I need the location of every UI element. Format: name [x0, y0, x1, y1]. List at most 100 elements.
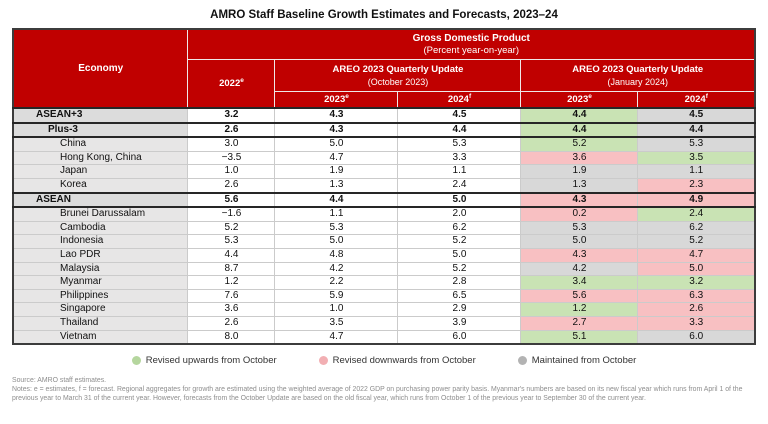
table-header: Economy Gross Domestic Product (Percent … — [12, 28, 756, 109]
table-row: Plus-3 2.6 4.3 4.4 4.4 4.4 — [12, 121, 756, 139]
value-jan-2024: 3.3 — [637, 315, 756, 331]
value-2022: 1.0 — [187, 164, 276, 179]
value-jan-2024: 4.5 — [637, 107, 756, 124]
value-oct-2024: 1.1 — [397, 164, 522, 179]
value-jan-2023: 3.6 — [520, 150, 639, 166]
value-jan-2024: 2.3 — [637, 177, 756, 194]
value-oct-2023: 3.5 — [274, 315, 399, 331]
value-2022: 5.6 — [187, 191, 276, 209]
value-2022: −1.6 — [187, 206, 276, 222]
group-header-january: AREO 2023 Quarterly Update (January 2024… — [520, 58, 756, 92]
value-jan-2024: 4.4 — [637, 121, 756, 139]
value-2022: 3.0 — [187, 136, 276, 152]
value-jan-2023: 5.2 — [520, 136, 639, 152]
value-oct-2024: 2.9 — [397, 302, 522, 317]
value-oct-2024: 2.8 — [397, 275, 522, 290]
value-oct-2023: 5.0 — [274, 234, 399, 249]
economy-cell: Hong Kong, China — [12, 150, 189, 166]
value-oct-2024: 5.0 — [397, 247, 522, 263]
value-2022: 3.6 — [187, 302, 276, 317]
value-2022: 7.6 — [187, 288, 276, 304]
legend-item: Revised downwards from October — [318, 355, 476, 366]
legend-dot-same — [517, 356, 527, 366]
value-jan-2024: 5.0 — [637, 261, 756, 277]
value-jan-2023: 4.4 — [520, 107, 639, 124]
gdp-banner-title: Gross Domestic Product — [412, 32, 530, 44]
value-oct-2023: 1.0 — [274, 302, 399, 317]
value-oct-2024: 5.2 — [397, 234, 522, 249]
value-oct-2024: 4.5 — [397, 107, 522, 124]
legend-item: Maintained from October — [517, 355, 636, 366]
value-oct-2024: 5.2 — [397, 261, 522, 277]
value-oct-2024: 5.0 — [397, 191, 522, 209]
legend-dot-up — [131, 356, 141, 366]
value-2022: 4.4 — [187, 247, 276, 263]
source-note: Source: AMRO staff estimates. — [12, 377, 107, 385]
table-row: Indonesia 5.3 5.0 5.2 5.0 5.2 — [12, 234, 756, 249]
economy-cell: Philippines — [12, 288, 189, 304]
table-row: Thailand 2.6 3.5 3.9 2.7 3.3 — [12, 315, 756, 331]
value-oct-2023: 5.3 — [274, 220, 399, 236]
economy-cell: Thailand — [12, 315, 189, 331]
table-row: Myanmar 1.2 2.2 2.8 3.4 3.2 — [12, 275, 756, 290]
value-jan-2023: 1.2 — [520, 302, 639, 317]
value-jan-2024: 3.2 — [637, 275, 756, 290]
year-subheader-oct-2023: 2023e — [274, 90, 399, 109]
value-2022: 8.0 — [187, 329, 276, 346]
value-jan-2024: 6.2 — [637, 220, 756, 236]
value-oct-2023: 5.9 — [274, 288, 399, 304]
value-jan-2024: 5.3 — [637, 136, 756, 152]
footnotes: Source: AMRO staff estimates. Notes: e =… — [12, 376, 756, 403]
legend-dot-down — [318, 356, 328, 366]
economy-cell: ASEAN+3 — [12, 107, 189, 124]
value-oct-2023: 4.7 — [274, 329, 399, 346]
value-jan-2023: 5.1 — [520, 329, 639, 346]
value-jan-2024: 5.2 — [637, 234, 756, 249]
value-oct-2023: 4.3 — [274, 107, 399, 124]
group-october-subtitle: (October 2023) — [367, 76, 429, 87]
gdp-banner: Gross Domestic Product (Percent year-on-… — [187, 28, 756, 60]
value-oct-2024: 6.5 — [397, 288, 522, 304]
value-jan-2024: 6.0 — [637, 329, 756, 346]
value-oct-2024: 3.9 — [397, 315, 522, 331]
year-subheader-oct-2024: 2024f — [397, 90, 522, 109]
legend: Revised upwards from October Revised down… — [0, 355, 768, 366]
value-jan-2024: 1.1 — [637, 164, 756, 179]
value-jan-2023: 5.3 — [520, 220, 639, 236]
economy-cell: Indonesia — [12, 234, 189, 249]
economy-cell: ASEAN — [12, 191, 189, 209]
economy-cell: Korea — [12, 177, 189, 194]
value-2022: 2.6 — [187, 177, 276, 194]
table-row: Korea 2.6 1.3 2.4 1.3 2.3 — [12, 177, 756, 194]
table-row: ASEAN 5.6 4.4 5.0 4.3 4.9 — [12, 191, 756, 209]
value-jan-2024: 3.5 — [637, 150, 756, 166]
table-row: Japan 1.0 1.9 1.1 1.9 1.1 — [12, 164, 756, 179]
economy-column-header: Economy — [12, 28, 189, 109]
gdp-banner-subtitle: (Percent year-on-year) — [423, 44, 520, 56]
economy-cell: Vietnam — [12, 329, 189, 346]
value-jan-2023: 1.9 — [520, 164, 639, 179]
value-jan-2023: 4.2 — [520, 261, 639, 277]
page-title: AMRO Staff Baseline Growth Estimates and… — [210, 9, 558, 21]
value-jan-2024: 4.7 — [637, 247, 756, 263]
value-2022: 2.6 — [187, 121, 276, 139]
table-row: China 3.0 5.0 5.3 5.2 5.3 — [12, 136, 756, 152]
value-oct-2023: 1.9 — [274, 164, 399, 179]
value-oct-2024: 4.4 — [397, 121, 522, 139]
table-row: Cambodia 5.2 5.3 6.2 5.3 6.2 — [12, 220, 756, 236]
value-oct-2024: 3.3 — [397, 150, 522, 166]
value-oct-2024: 2.0 — [397, 206, 522, 222]
value-jan-2024: 4.9 — [637, 191, 756, 209]
value-2022: 2.6 — [187, 315, 276, 331]
group-header-october: AREO 2023 Quarterly Update (October 2023… — [274, 58, 522, 92]
gdp-table: Economy Gross Domestic Product (Percent … — [11, 28, 756, 346]
value-oct-2023: 2.2 — [274, 275, 399, 290]
value-oct-2024: 5.3 — [397, 136, 522, 152]
value-jan-2024: 2.4 — [637, 206, 756, 222]
economy-cell: Lao PDR — [12, 247, 189, 263]
table-row: Malaysia 8.7 4.2 5.2 4.2 5.0 — [12, 261, 756, 277]
value-2022: 5.2 — [187, 220, 276, 236]
legend-label: Revised upwards from October — [145, 355, 277, 367]
economy-cell: China — [12, 136, 189, 152]
value-2022: −3.5 — [187, 150, 276, 166]
